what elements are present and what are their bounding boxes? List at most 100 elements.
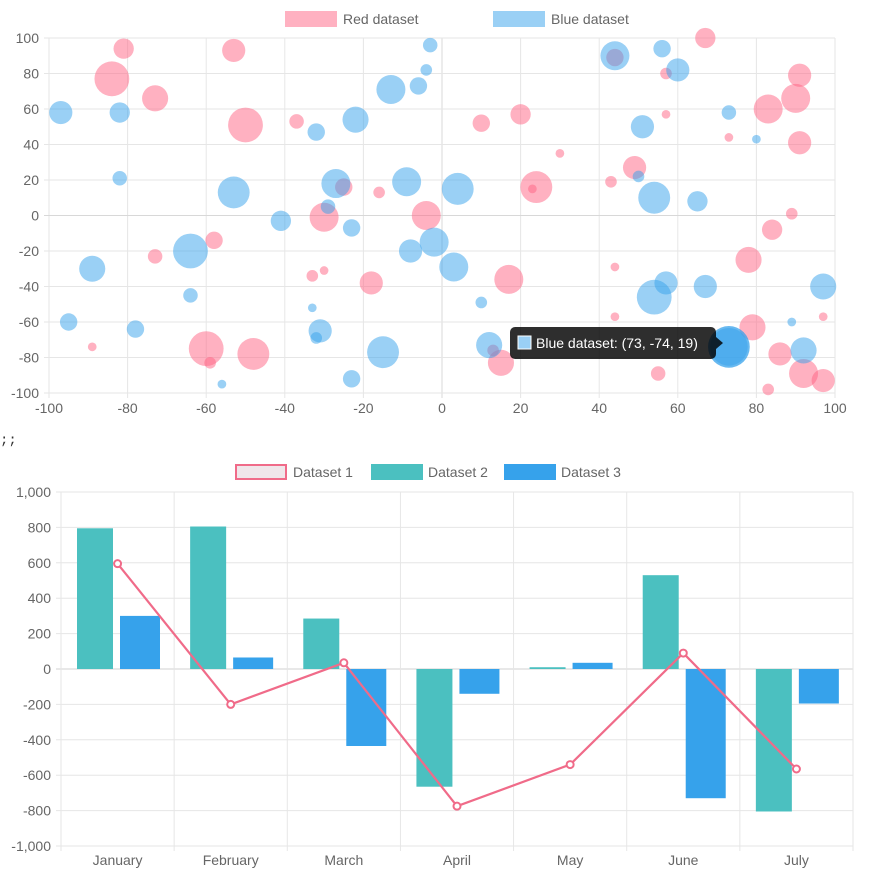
bubble-point bbox=[735, 247, 761, 273]
bubble-point bbox=[694, 275, 717, 298]
bubble-point bbox=[476, 332, 502, 358]
legend-label: Dataset 2 bbox=[428, 464, 488, 480]
x-tick-label: -60 bbox=[196, 400, 216, 416]
legend-swatch bbox=[236, 465, 286, 479]
bar bbox=[416, 669, 452, 787]
legend-swatch bbox=[285, 11, 337, 27]
x-tick-label: 100 bbox=[823, 400, 847, 416]
bar-grid bbox=[56, 492, 853, 851]
y-tick-label: -100 bbox=[11, 385, 39, 401]
bubble-point bbox=[49, 101, 72, 124]
bubble-point bbox=[218, 176, 250, 208]
bubble-point bbox=[342, 107, 368, 133]
bubble-point bbox=[768, 342, 791, 365]
x-tick-label: July bbox=[784, 852, 809, 868]
bubble-point bbox=[148, 249, 163, 264]
bubble-point bbox=[528, 185, 537, 194]
x-tick-label: March bbox=[324, 852, 363, 868]
bubble-point bbox=[183, 288, 198, 303]
y-tick-label: 400 bbox=[28, 590, 52, 606]
x-tick-label: 80 bbox=[749, 400, 765, 416]
bubble-point bbox=[633, 171, 645, 183]
bar bbox=[77, 528, 113, 669]
bar bbox=[530, 667, 566, 669]
bubble-point bbox=[110, 102, 130, 122]
bubble-point bbox=[367, 336, 399, 368]
bubble-point bbox=[752, 135, 761, 144]
bubble-point bbox=[142, 85, 168, 111]
line-point bbox=[680, 650, 687, 657]
bubble-point bbox=[321, 199, 336, 214]
x-tick-label: 40 bbox=[591, 400, 607, 416]
bubble-point bbox=[754, 95, 783, 124]
bubble-point bbox=[173, 234, 208, 269]
bubble-point bbox=[439, 252, 468, 281]
bar bbox=[190, 527, 226, 669]
line-point bbox=[227, 701, 234, 708]
bubble-point bbox=[611, 312, 620, 321]
y-tick-label: 0 bbox=[31, 208, 39, 224]
bubble-point bbox=[127, 320, 144, 337]
y-tick-label: 60 bbox=[23, 101, 39, 117]
line-point bbox=[114, 560, 121, 567]
x-tick-label: 20 bbox=[513, 400, 529, 416]
y-tick-label: -800 bbox=[23, 803, 51, 819]
y-tick-label: 20 bbox=[23, 172, 39, 188]
x-tick-label: February bbox=[203, 852, 259, 868]
y-tick-label: 100 bbox=[16, 30, 40, 46]
bubble-point bbox=[307, 270, 319, 282]
bubble-point bbox=[819, 312, 828, 321]
bubble-point bbox=[662, 110, 671, 119]
bubble-point bbox=[204, 357, 216, 369]
bubble-point bbox=[791, 337, 817, 363]
bubble-point bbox=[88, 343, 97, 352]
bubble-point bbox=[392, 167, 421, 196]
bar bbox=[756, 669, 792, 811]
bubble-point bbox=[687, 191, 707, 211]
bubble-point bbox=[399, 239, 422, 262]
bubble-point bbox=[651, 366, 666, 381]
bubble-point bbox=[666, 58, 689, 81]
chart-separator: ;; bbox=[0, 433, 17, 449]
bubble-point bbox=[222, 39, 245, 62]
bubble-point bbox=[321, 169, 350, 198]
x-tick-label: 0 bbox=[438, 400, 446, 416]
x-tick-label: -100 bbox=[35, 400, 63, 416]
bubble-point bbox=[611, 263, 620, 272]
bubble-point bbox=[205, 232, 222, 249]
bubble-point bbox=[476, 297, 488, 309]
bubble-point bbox=[654, 271, 677, 294]
bubble-point bbox=[308, 303, 317, 312]
bubble-point bbox=[228, 108, 263, 143]
tooltip-swatch bbox=[518, 336, 531, 349]
bubble-point bbox=[373, 187, 385, 199]
y-tick-label: -1,000 bbox=[11, 838, 51, 854]
bar-legend: Dataset 1 Dataset 2 Dataset 3 bbox=[236, 464, 621, 480]
y-tick-label: 800 bbox=[28, 519, 52, 535]
bubble-chart: -100 -80 -60 -40 -20 0 20 40 60 80 100 100 80 60 40 20 0… bbox=[0, 0, 872, 425]
y-tick-label: -200 bbox=[23, 696, 51, 712]
bubble-point bbox=[271, 211, 291, 231]
bubble-point bbox=[112, 171, 127, 186]
bubble-point bbox=[762, 384, 774, 396]
legend-label: Red dataset bbox=[343, 11, 419, 27]
bubble-point bbox=[237, 338, 269, 370]
bubble-point bbox=[556, 149, 565, 158]
bubble-point bbox=[442, 173, 474, 205]
tooltip-text: Blue dataset: (73, -74, 19) bbox=[536, 335, 698, 351]
bar bbox=[573, 663, 613, 669]
line-point bbox=[340, 659, 347, 666]
bubble-point bbox=[786, 208, 798, 220]
bubble-point bbox=[722, 105, 737, 120]
y-tick-label: -80 bbox=[19, 350, 39, 366]
x-tick-label: -80 bbox=[117, 400, 137, 416]
bar bbox=[643, 575, 679, 669]
line-point bbox=[454, 803, 461, 810]
bubble-point bbox=[218, 380, 227, 389]
bubble-point bbox=[631, 115, 654, 138]
line-point bbox=[793, 766, 800, 773]
line-point bbox=[567, 761, 574, 768]
x-tick-label: May bbox=[557, 852, 583, 868]
bubble-point bbox=[812, 369, 835, 392]
bar bbox=[233, 657, 273, 669]
